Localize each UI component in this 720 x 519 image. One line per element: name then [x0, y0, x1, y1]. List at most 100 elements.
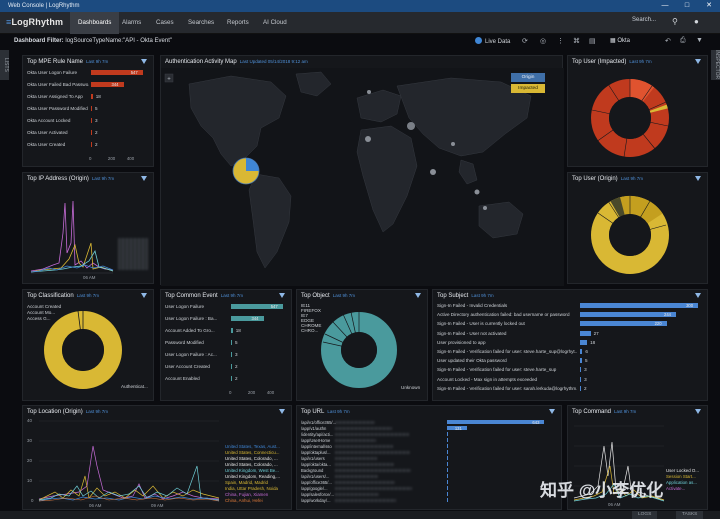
world-map[interactable]: + [161, 56, 564, 286]
panel-filter-icon[interactable] [695, 176, 701, 181]
bar-row-bar[interactable] [580, 339, 588, 345]
url-row-bar[interactable] [447, 480, 448, 484]
location-legend-item[interactable]: United States, Texas, Aust... [225, 444, 280, 449]
donut-chart[interactable] [568, 56, 709, 168]
tab-searches[interactable]: Searches [188, 19, 215, 26]
bar-row-label[interactable]: Sign-In Failed - User not activated [437, 330, 507, 336]
bar-row-label[interactable]: Sign-In Failed - Verification failed for… [437, 385, 577, 391]
command-legend-item[interactable]: Activate... [666, 486, 686, 491]
url-row-label[interactable]: /api/v1/users [301, 456, 325, 461]
bar-row-label[interactable]: Okta User Logon Failure [27, 70, 78, 75]
url-row-bar[interactable] [447, 498, 448, 502]
settings-sliders-icon[interactable]: ⚲ [672, 17, 678, 26]
url-row-bar[interactable] [447, 492, 448, 496]
location-legend-item[interactable]: China, Fujian, Xiamen [225, 492, 269, 497]
url-row-bar[interactable] [447, 456, 448, 460]
bar-row-bar[interactable] [580, 376, 582, 382]
bar-row-bar[interactable] [580, 321, 667, 327]
panel-filter-icon[interactable] [141, 293, 147, 298]
bar-row-bar[interactable] [91, 130, 92, 135]
bar-row-bar[interactable] [231, 304, 283, 309]
command-line-chart[interactable] [568, 406, 709, 511]
live-data-toggle[interactable]: Live Data [475, 37, 510, 45]
url-row-bar[interactable] [447, 426, 467, 430]
panel-filter-icon[interactable] [279, 293, 285, 298]
location-legend-item[interactable]: United States, Connecticu... [225, 450, 280, 455]
bar-row-bar[interactable] [91, 82, 124, 87]
filter-icon[interactable]: ⌘ [573, 38, 580, 45]
zoom-in-icon[interactable]: + [167, 77, 171, 83]
panel-filter-icon[interactable] [141, 59, 147, 64]
logo[interactable]: ≡LogRhythm [6, 17, 63, 27]
tab-alarms[interactable]: Alarms [122, 19, 142, 26]
bar-row-bar[interactable] [580, 358, 582, 364]
location-legend-item[interactable]: United States, Colorado, ... [225, 456, 278, 461]
location-legend-item[interactable]: India, Uttar Pradesh, Noida [225, 486, 278, 491]
donut-chart[interactable] [23, 290, 155, 402]
url-row-label[interactable]: /app/google/... [301, 486, 328, 491]
refresh-icon[interactable]: ⟳ [522, 38, 528, 45]
donut-chart[interactable] [297, 290, 429, 402]
bar-row-label[interactable]: Sign-In Failed - Verification failed for… [437, 349, 577, 354]
bar-row-label[interactable]: User Logon Failure : Ac... [165, 352, 217, 357]
bar-row-bar[interactable] [91, 118, 92, 123]
location-legend-item[interactable]: Spain, Madrid, Madrid [225, 480, 268, 485]
location-legend-item[interactable]: United States, Colorado, ... [225, 462, 278, 467]
url-row-label[interactable]: /api/v1/users/... [301, 474, 330, 479]
url-row-label[interactable]: Background [301, 468, 324, 473]
ip-line-chart[interactable] [23, 173, 155, 285]
bar-row-label[interactable]: Password Modified [165, 340, 204, 345]
print-icon[interactable]: ⎙ [680, 37, 686, 44]
search-input[interactable]: Search... [632, 17, 657, 23]
lists-side-tab[interactable]: LISTS [0, 50, 9, 80]
bar-row-bar[interactable] [580, 330, 591, 336]
bar-row-bar[interactable] [580, 349, 583, 354]
url-row-label[interactable]: /app/office365/... [301, 480, 332, 485]
user-icon[interactable]: ● [694, 17, 699, 26]
bar-row-bar[interactable] [231, 316, 264, 321]
bar-row-bar[interactable] [231, 328, 233, 333]
panel-filter-icon[interactable] [695, 409, 701, 414]
url-row-bar[interactable] [447, 432, 449, 436]
minimize-icon[interactable]: — [661, 2, 669, 9]
location-legend-item[interactable]: China, Anhui, Hefei [225, 498, 263, 503]
bar-row-bar[interactable] [580, 303, 699, 308]
panel-filter-icon[interactable] [279, 409, 285, 414]
tree-icon[interactable]: ⋮ [557, 38, 564, 45]
bar-row-label[interactable]: Account Enabled [165, 376, 200, 381]
url-row-label[interactable]: /app/okta/okta... [301, 462, 331, 467]
bar-row-label[interactable]: Sign-In Failed - User is currently locke… [437, 321, 525, 327]
layout-icon[interactable]: ▤ [589, 38, 596, 45]
url-row-label[interactable]: /identity/api/acti... [301, 432, 334, 437]
bar-row-label[interactable]: User Account Created [165, 364, 210, 369]
bar-row-bar[interactable] [580, 367, 582, 373]
bar-row-label[interactable]: Okta User Activated [27, 130, 68, 135]
panel-filter-icon[interactable] [415, 293, 421, 298]
url-row-bar[interactable] [447, 486, 448, 490]
bar-row-label[interactable]: Sign-In Failed - Invalid Credentials [437, 303, 508, 308]
panel-filter-icon[interactable] [549, 409, 555, 414]
panel-filter-icon[interactable] [695, 59, 701, 64]
location-line-chart[interactable] [23, 406, 293, 511]
bar-row-label[interactable]: Account Locked - Max sign in attempts ex… [437, 376, 538, 382]
bar-row-label[interactable]: User updated their Okta password [437, 358, 507, 364]
inspector-side-tab[interactable]: INSPECTOR [711, 50, 720, 80]
url-row-bar[interactable] [447, 438, 448, 442]
bar-row-label[interactable]: User Logon Failure : Ba... [165, 316, 218, 321]
tab-ai-cloud[interactable]: AI Cloud [263, 19, 287, 26]
bar-row-bar[interactable] [231, 376, 232, 381]
command-legend-item[interactable]: User Locked O... [666, 468, 699, 473]
bar-row-label[interactable]: Sign-In Failed - Verification failed for… [437, 367, 557, 373]
globe-icon[interactable]: ◎ [540, 38, 547, 45]
bar-row-bar[interactable] [91, 106, 92, 111]
donut-chart[interactable] [568, 173, 709, 285]
url-row-bar[interactable] [447, 450, 448, 454]
location-legend-item[interactable]: United Kingdom, West Be... [225, 468, 279, 473]
close-icon[interactable]: ✕ [706, 2, 712, 9]
bar-row-bar[interactable] [91, 94, 93, 99]
tasks-tab[interactable]: TASKS [676, 511, 704, 519]
bar-row-label[interactable]: Okta User Password Modified [27, 106, 88, 111]
bar-row-label[interactable]: Account Added To Gro... [165, 328, 215, 333]
location-legend-item[interactable]: United Kingdom, Reading,... [225, 474, 280, 479]
bar-row-bar[interactable] [231, 352, 232, 357]
